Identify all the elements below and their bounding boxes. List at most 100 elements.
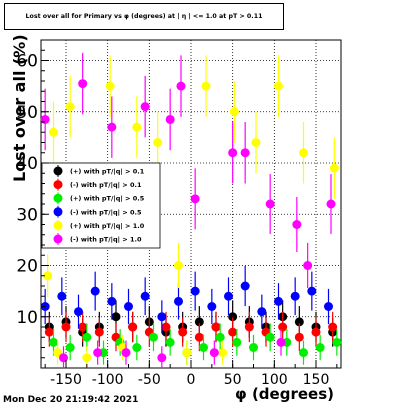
data-point (61, 322, 71, 332)
data-point (174, 296, 183, 306)
data-point (78, 79, 88, 89)
legend-label: (+) with pT/|q| > 0.1 (70, 168, 145, 177)
data-point (57, 291, 67, 301)
timestamp: Mon Dec 20 21:19:42 2021 (3, 395, 139, 405)
data-point (326, 199, 336, 209)
legend-marker (53, 220, 63, 230)
data-point (43, 271, 53, 281)
legend-marker (53, 234, 63, 244)
data-point (274, 296, 283, 306)
data-point (290, 291, 300, 301)
data-point (182, 348, 192, 358)
data-point (49, 337, 58, 347)
y-tick-label: 60 (16, 52, 38, 72)
data-point (207, 302, 217, 311)
y-tick-label: 20 (16, 257, 38, 277)
data-point (299, 148, 308, 158)
data-point (59, 353, 68, 363)
data-point (218, 348, 228, 358)
data-point (153, 138, 163, 147)
data-point (332, 337, 342, 347)
data-point (224, 291, 233, 301)
data-point (232, 337, 242, 347)
legend-label: (-) with pT/|q| > 0.1 (70, 181, 142, 190)
data-point (82, 353, 92, 363)
y-axis-label: Lost over all (%) (10, 34, 29, 182)
x-tick-label: -150 (50, 372, 82, 388)
x-tick-label: 50 (224, 372, 242, 388)
data-point (201, 81, 211, 91)
data-point (132, 122, 142, 132)
chart-title: Lost over all for Primary vs φ (degrees)… (25, 13, 263, 20)
legend-label: (-) with pT/|q| > 0.5 (70, 208, 142, 217)
data-point (174, 261, 183, 270)
legend-label: (+) with pT/|q| > 1.0 (70, 222, 145, 231)
data-point (93, 348, 103, 358)
data-point (257, 307, 267, 317)
x-tick-label: 0 (187, 372, 196, 388)
data-point (132, 343, 142, 352)
x-tick-label: -100 (92, 372, 124, 388)
legend-label: (+) with pT/|q| > 0.5 (70, 195, 145, 204)
data-point (49, 127, 58, 137)
data-point (324, 302, 333, 311)
legend-marker (53, 193, 63, 203)
data-point (178, 327, 188, 337)
data-point (240, 148, 250, 158)
data-point (157, 353, 167, 363)
data-point (292, 220, 302, 229)
y-tick-label: 10 (16, 308, 38, 328)
data-point (94, 327, 104, 337)
data-point (211, 322, 221, 332)
data-point (90, 286, 100, 296)
x-axis-label: φ (degrees) (235, 385, 334, 403)
data-point (276, 337, 286, 347)
data-point (228, 312, 238, 322)
data-point (244, 322, 254, 332)
x-tick-label: -50 (138, 372, 161, 388)
data-point (311, 327, 321, 337)
legend-label: (-) with pT/|q| > 1.0 (70, 236, 142, 245)
data-point (328, 322, 338, 332)
data-point (74, 307, 83, 317)
legend-box (41, 162, 161, 249)
data-point (65, 343, 75, 352)
data-point (307, 286, 317, 296)
data-point (40, 302, 50, 311)
data-point (274, 81, 283, 91)
data-point (240, 281, 250, 291)
data-point (303, 261, 313, 270)
data-point (249, 343, 258, 352)
data-point (140, 291, 150, 301)
chart-title-box: Lost over all for Primary vs φ (degrees)… (4, 3, 284, 30)
data-point (294, 332, 304, 342)
data-point (294, 317, 304, 327)
legend-marker (53, 180, 63, 190)
data-point (190, 194, 200, 204)
data-point (315, 343, 325, 352)
data-point (265, 332, 275, 342)
data-point (40, 114, 50, 124)
y-tick-label: 40 (16, 154, 38, 174)
data-point (251, 138, 261, 147)
data-point (228, 148, 238, 158)
data-point (107, 296, 117, 306)
x-tick-label: 100 (261, 372, 288, 388)
data-point (194, 332, 204, 342)
data-point (161, 322, 171, 332)
data-point (265, 199, 275, 209)
data-point (215, 332, 225, 342)
data-point (229, 107, 239, 117)
data-point (82, 332, 92, 342)
data-point (329, 163, 339, 173)
y-tick-label: 30 (16, 205, 38, 225)
legend-marker (53, 207, 63, 217)
data-point (228, 327, 238, 337)
data-point (78, 322, 88, 332)
data-point (157, 312, 167, 322)
data-point (105, 81, 115, 91)
data-point (209, 348, 219, 358)
data-point (111, 312, 121, 322)
data-point (199, 343, 208, 352)
